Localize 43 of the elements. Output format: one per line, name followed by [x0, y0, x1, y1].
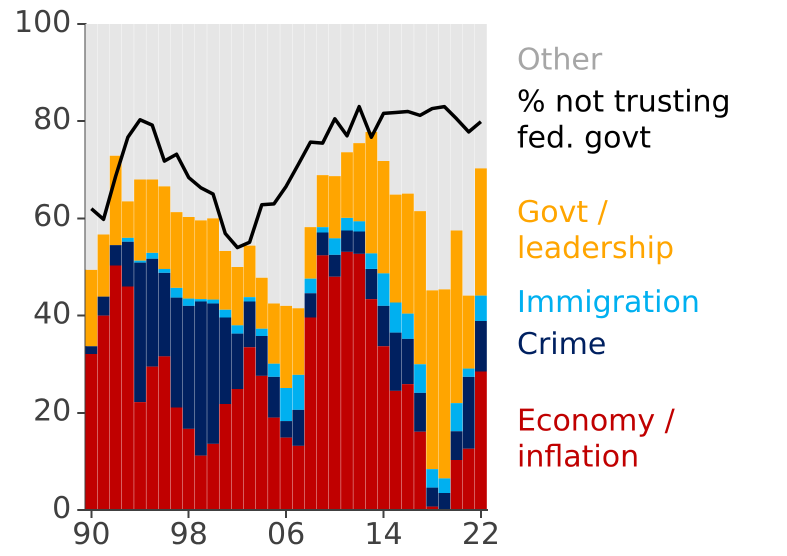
bar	[475, 168, 487, 296]
bar	[304, 227, 316, 279]
y-tick-label: 20	[33, 394, 72, 429]
bar	[219, 310, 232, 318]
series-label: Economy / inflation	[517, 404, 676, 475]
bar	[85, 346, 98, 354]
bar	[146, 252, 158, 259]
bar	[414, 392, 426, 432]
bar	[365, 268, 378, 300]
bar	[232, 325, 244, 334]
bar	[462, 368, 475, 377]
bar	[475, 296, 487, 321]
bar	[414, 364, 426, 393]
bar	[256, 328, 268, 336]
series-label: Govt / leadership	[517, 194, 674, 266]
bar	[244, 297, 256, 302]
y-tick-label: 60	[33, 199, 72, 234]
bar	[268, 376, 280, 418]
bar	[328, 238, 341, 255]
y-tick-label: 0	[52, 490, 72, 526]
series-label: Crime	[517, 327, 606, 362]
bar	[316, 227, 329, 232]
bar	[268, 364, 280, 377]
y-tick-label: 100	[14, 4, 72, 40]
series-label: Immigration	[517, 285, 700, 320]
x-tick-label: 98	[170, 516, 208, 552]
y-tick-label: 40	[33, 296, 72, 332]
bar	[475, 320, 487, 372]
bar	[304, 278, 316, 294]
bar	[450, 403, 462, 432]
x-tick-label: 90	[72, 516, 110, 552]
bar	[98, 296, 110, 316]
series-label: Other	[517, 42, 603, 78]
y-tick-label: 80	[33, 102, 72, 137]
bar	[158, 268, 170, 273]
bar	[170, 288, 182, 298]
x-tick-label: 06	[267, 516, 306, 552]
x-tick-label: 14	[364, 516, 403, 552]
x-tick-label: 22	[462, 516, 500, 552]
bar	[365, 253, 378, 269]
bar	[304, 293, 316, 318]
bar	[122, 238, 134, 242]
series-label: % not trusting fed. govt	[517, 84, 731, 156]
